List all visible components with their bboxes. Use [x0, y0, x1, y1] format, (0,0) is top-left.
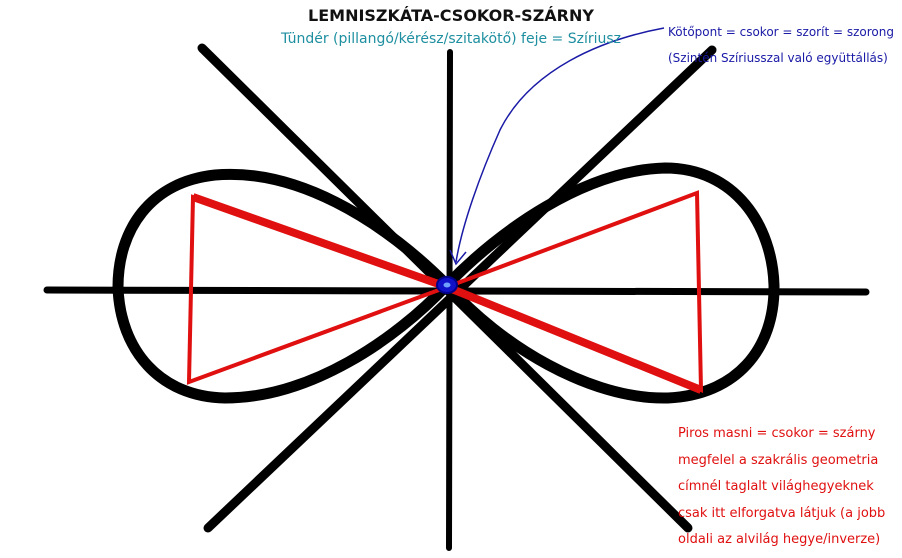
knot-annotation: Kötőpont = csokor = szorít = szorong (Sz… — [668, 19, 894, 71]
knot-pointer-arrow — [455, 27, 665, 263]
diagram-title: LEMNISZKÁTA-CSOKOR-SZÁRNY — [308, 6, 594, 25]
knot-annotation-line: Kötőpont = csokor = szorít = szorong — [668, 25, 894, 39]
bow-annotation-line: oldali az alvilág hegye/inverze) — [678, 532, 881, 547]
bow-annotation-line: csak itt elforgatva látjuk (a jobb — [678, 505, 886, 521]
bow-annotation: Piros masni = csokor = szárny megfelel a… — [678, 421, 885, 554]
arrowhead-icon — [449, 249, 467, 266]
bow-annotation-line: címnél taglalt világhegyeknek — [678, 479, 874, 494]
bow-annotation-line: megfelel a szakrális geometria — [678, 452, 879, 468]
red-bow-right-lower-band — [445, 283, 703, 394]
red-bow-left-upper-band — [191, 193, 449, 291]
knot-annotation-line: (Szintén Szíriusszal való együttállás) — [668, 51, 888, 65]
knot-point-center — [443, 282, 451, 288]
diagram-subtitle: Tündér (pillangó/kérész/szitakötő) feje … — [280, 31, 622, 47]
bow-annotation-line: Piros masni = csokor = szárny — [678, 426, 876, 441]
